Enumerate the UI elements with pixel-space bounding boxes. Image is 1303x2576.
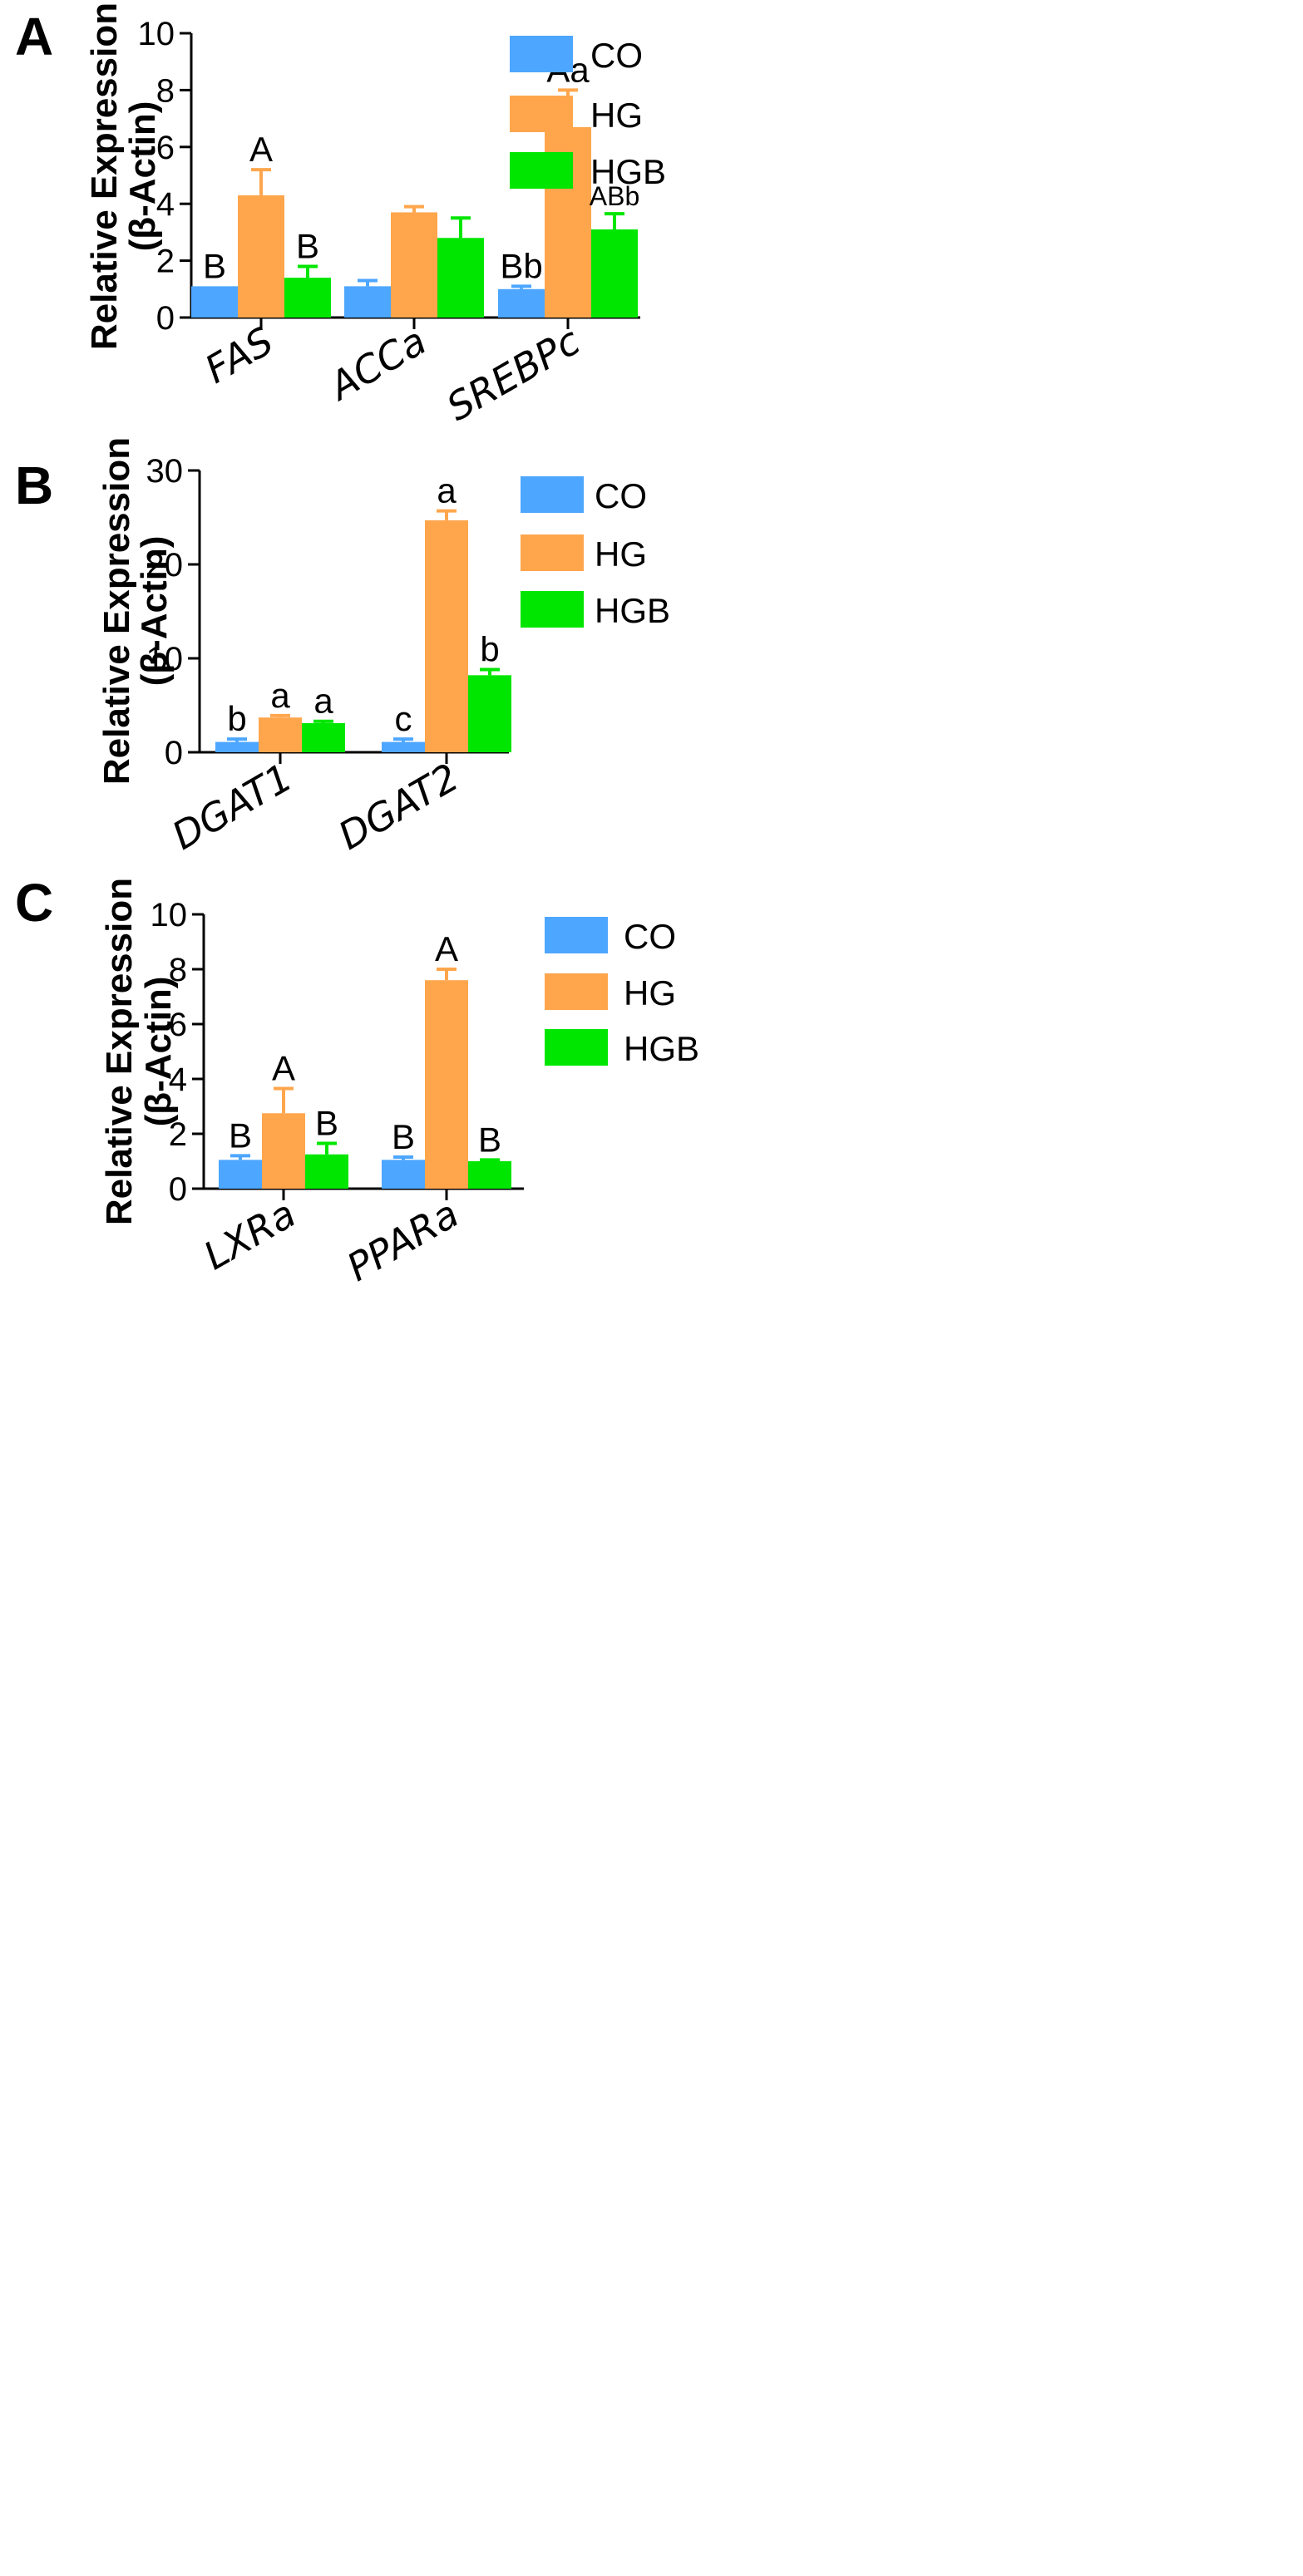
y-axis-label: Relative Expression: [84, 2, 125, 350]
legend-swatch: [545, 973, 608, 1010]
panel-letter: A: [15, 7, 53, 66]
bar: [498, 288, 545, 318]
y-tick-label: 10: [151, 897, 188, 933]
significance-label: B: [229, 1116, 252, 1155]
x-category-label: LXRa: [196, 1191, 304, 1278]
legend-label: HG: [595, 534, 647, 574]
y-axis-label-unit: (β-Actin): [138, 977, 179, 1127]
y-tick-label: 10: [138, 16, 175, 52]
y-tick-label: 10: [146, 641, 184, 677]
bar: [284, 278, 331, 318]
legend-label: HGB: [624, 1029, 699, 1068]
significance-label: Bb: [500, 246, 542, 285]
x-category-label: ACCa: [320, 318, 434, 410]
legend-label: CO: [624, 917, 676, 956]
panel-letter: C: [15, 873, 53, 933]
chart-panel-a: A 0 2 4 6 8 10 Relative Expression(β-Actin) FAS B…: [15, 2, 666, 430]
y-tick-label: 0: [156, 300, 175, 337]
y-tick-label: 0: [169, 1171, 187, 1208]
y-tick-label: 8: [156, 72, 175, 109]
y-tick-label: 2: [169, 1116, 187, 1153]
significance-label: B: [296, 226, 319, 265]
y-axis-label: Relative Expression: [96, 437, 137, 785]
y-tick-label: 0: [165, 735, 183, 771]
bar: [302, 722, 345, 752]
chart-panel-c: C 0 2 4 6 8 10 Relative Expression(β-Actin) LXRa…: [15, 873, 699, 1290]
panel-letter: B: [15, 456, 53, 515]
significance-label: a: [437, 471, 457, 510]
significance-label: A: [249, 130, 273, 169]
bar: [468, 1161, 511, 1189]
bar: [391, 212, 437, 318]
legend-swatch: [545, 917, 608, 953]
legend-swatch: [521, 591, 584, 628]
y-tick-label: 30: [146, 453, 184, 490]
significance-label: A: [435, 929, 458, 968]
bar: [591, 229, 638, 318]
y-tick-label: 6: [169, 1007, 187, 1043]
significance-label: B: [315, 1104, 338, 1143]
significance-label: b: [227, 699, 246, 738]
bar: [344, 286, 391, 318]
bar: [262, 1113, 305, 1189]
x-category-label: DGAT2: [331, 755, 466, 859]
y-tick-label: 8: [169, 952, 187, 988]
legend-label: HGB: [595, 591, 670, 630]
legend-swatch: [510, 36, 573, 72]
bar: [305, 1154, 348, 1189]
significance-label: c: [395, 699, 412, 738]
x-category-label: DGAT1: [165, 755, 300, 859]
legend-swatch: [521, 534, 584, 571]
significance-label: B: [392, 1117, 415, 1156]
bar: [425, 520, 468, 752]
bar: [382, 1160, 425, 1189]
bar: [191, 286, 238, 318]
significance-label: ABb: [590, 181, 639, 211]
legend-swatch: [510, 96, 573, 132]
y-tick-label: 2: [156, 244, 175, 280]
bar: [259, 717, 302, 752]
bar: [215, 741, 259, 752]
significance-label: B: [203, 246, 226, 285]
x-category-label: PPARa: [339, 1191, 466, 1290]
x-category-label: FAS: [197, 318, 280, 392]
bar: [437, 238, 484, 318]
bar: [238, 195, 284, 318]
legend-label: HGB: [590, 152, 666, 191]
x-category-label: SREBPc: [439, 318, 587, 430]
significance-label: a: [270, 676, 290, 715]
significance-label: a: [313, 682, 333, 721]
bar: [219, 1160, 262, 1189]
legend-label: CO: [595, 476, 647, 515]
bar: [425, 980, 468, 1189]
significance-label: B: [478, 1120, 501, 1159]
y-tick-label: 4: [169, 1061, 187, 1098]
y-tick-label: 20: [146, 547, 184, 584]
y-axis-label-unit: (β-Actin): [122, 101, 163, 252]
y-tick-label: 6: [156, 130, 175, 166]
bar: [382, 741, 425, 752]
significance-label: A: [272, 1049, 295, 1088]
y-tick-label: 4: [156, 186, 175, 223]
legend-label: CO: [590, 36, 643, 75]
significance-label: b: [480, 630, 499, 669]
legend-swatch: [545, 1029, 608, 1066]
y-axis-label: Relative Expression: [99, 878, 140, 1225]
legend-label: HG: [590, 96, 643, 135]
legend-swatch: [510, 152, 573, 189]
legend-label: HG: [624, 973, 676, 1012]
bar: [468, 675, 511, 752]
y-axis-label-unit: (β-Actin): [134, 536, 175, 687]
legend-swatch: [521, 476, 584, 513]
